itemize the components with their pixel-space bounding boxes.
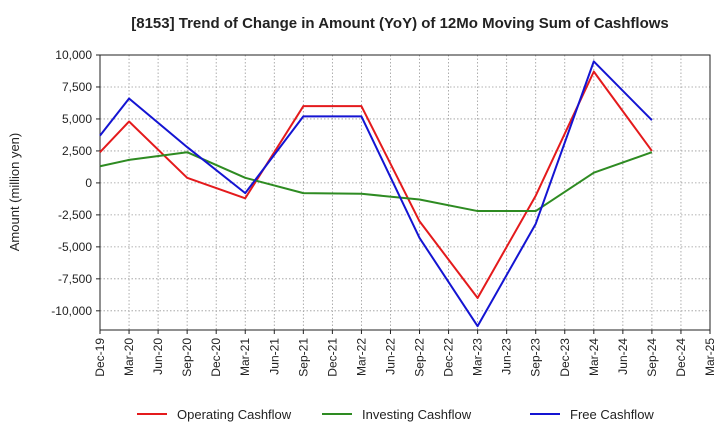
plot-area bbox=[99, 54, 711, 331]
legend-label-operating-cashflow: Operating Cashflow bbox=[177, 407, 292, 422]
x-tick-label: Sep-22 bbox=[413, 338, 427, 377]
x-tick-label: Jun-20 bbox=[151, 338, 165, 375]
x-tick-label: Jun-21 bbox=[267, 338, 281, 375]
y-tick-label: 7,500 bbox=[62, 80, 92, 94]
chart-title: [8153] Trend of Change in Amount (YoY) o… bbox=[131, 15, 669, 32]
y-axis-ticks: 10,000 7,500 5,000 2,500 0 -2,500 -5,000 -7,500… bbox=[51, 48, 100, 318]
x-tick-label: Mar-21 bbox=[238, 338, 252, 376]
x-tick-label: Dec-24 bbox=[674, 338, 688, 377]
legend-label-free-cashflow: Free Cashflow bbox=[570, 407, 654, 422]
legend: Operating Cashflow Investing Cashflow Free… bbox=[137, 407, 654, 422]
x-tick-label: Sep-23 bbox=[529, 338, 543, 377]
x-tick-label: Mar-25 bbox=[703, 338, 717, 376]
x-tick-label: Dec-23 bbox=[558, 338, 572, 377]
x-tick-label: Dec-20 bbox=[209, 338, 223, 377]
x-tick-label: Mar-24 bbox=[587, 338, 601, 376]
x-tick-label: Mar-20 bbox=[122, 338, 136, 376]
x-tick-label: Sep-21 bbox=[296, 338, 310, 377]
x-tick-label: Sep-20 bbox=[180, 338, 194, 377]
y-tick-label: 5,000 bbox=[62, 112, 92, 126]
y-tick-label: -5,000 bbox=[58, 240, 92, 254]
y-tick-label: 0 bbox=[85, 176, 92, 190]
investing-cashflow-line bbox=[99, 151, 653, 213]
x-axis-ticks: Dec-19 Mar-20 Jun-20 Sep-20 Dec-20 Mar-21 Jun-… bbox=[93, 330, 717, 377]
x-tick-label: Jun-23 bbox=[500, 338, 514, 375]
legend-label-investing-cashflow: Investing Cashflow bbox=[362, 407, 472, 422]
x-tick-label: Dec-22 bbox=[442, 338, 456, 377]
x-tick-label: Mar-23 bbox=[471, 338, 485, 376]
free-cashflow-line bbox=[99, 60, 653, 328]
y-tick-label: -2,500 bbox=[58, 208, 92, 222]
y-tick-label: -10,000 bbox=[51, 304, 92, 318]
y-axis-label: Amount (million yen) bbox=[7, 133, 22, 252]
x-tick-label: Sep-24 bbox=[645, 338, 659, 377]
x-tick-label: Jun-24 bbox=[616, 338, 630, 375]
x-tick-label: Dec-19 bbox=[93, 338, 107, 377]
y-tick-label: -7,500 bbox=[58, 272, 92, 286]
series-lines bbox=[99, 60, 653, 328]
x-tick-label: Jun-22 bbox=[383, 338, 397, 375]
x-tick-label: Dec-21 bbox=[325, 338, 339, 377]
y-tick-label: 2,500 bbox=[62, 144, 92, 158]
y-tick-label: 10,000 bbox=[55, 48, 92, 62]
x-tick-label: Mar-22 bbox=[354, 338, 368, 376]
operating-cashflow-line bbox=[99, 70, 653, 300]
